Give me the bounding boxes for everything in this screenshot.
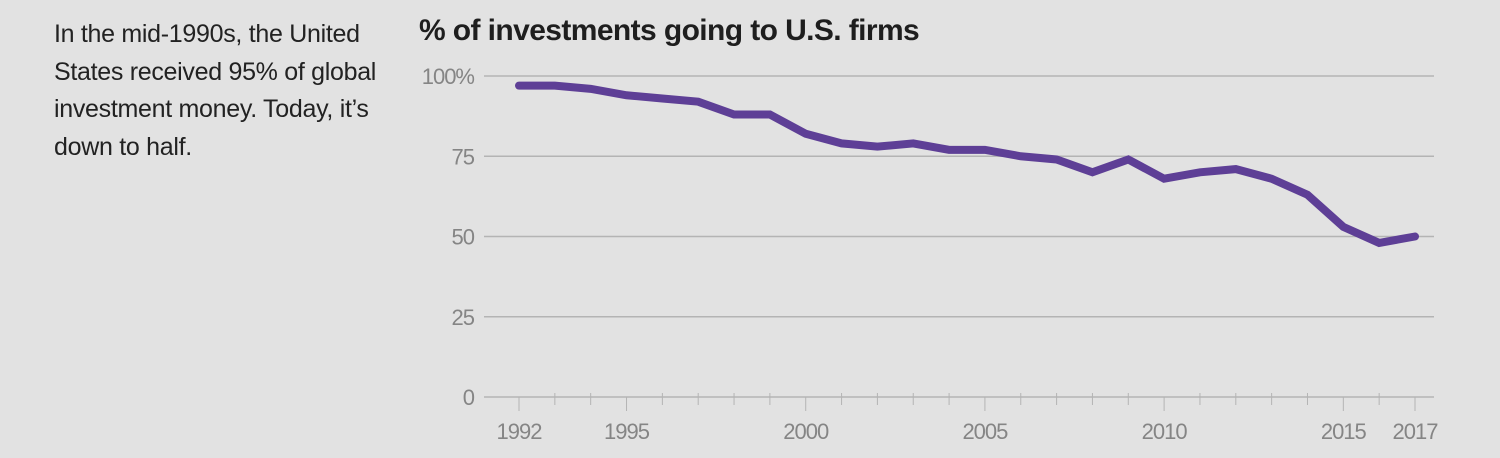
x-tick-label: 2010 [1142, 419, 1188, 444]
data-point-1998 [730, 111, 738, 119]
chart-title: % of investments going to U.S. firms [419, 14, 920, 47]
data-point-2000 [802, 130, 810, 138]
data-point-2008 [1088, 168, 1096, 176]
x-tick-label: 2015 [1321, 419, 1367, 444]
data-point-2012 [1232, 165, 1240, 173]
x-tick-label: 1992 [497, 419, 543, 444]
data-point-2003 [909, 139, 917, 147]
gridlines [484, 75, 1434, 398]
x-axis: 1992 1995 2000 2005 2010 2015 2017 [497, 393, 1439, 444]
data-point-1999 [766, 111, 774, 119]
data-point-1993 [551, 82, 559, 90]
data-point-2016 [1375, 239, 1383, 247]
x-tick-label: 1995 [604, 419, 650, 444]
y-tick-label: 50 [452, 225, 475, 250]
y-tick-label: 0 [463, 385, 475, 410]
data-point-2014 [1303, 191, 1311, 199]
data-point-1995 [623, 91, 631, 99]
y-tick-label: 100% [422, 64, 475, 89]
data-point-1992 [515, 82, 523, 90]
data-point-2002 [873, 143, 881, 151]
data-point-2001 [838, 139, 846, 147]
data-point-2015 [1339, 223, 1347, 231]
x-tick-label: 2000 [783, 419, 829, 444]
data-point-2004 [945, 146, 953, 154]
data-point-2009 [1124, 155, 1132, 163]
data-point-2017 [1411, 233, 1419, 241]
data-point-2013 [1268, 175, 1276, 183]
series-layer [515, 81, 1419, 248]
data-point-1996 [658, 94, 666, 102]
x-tick-label: 2005 [962, 419, 1008, 444]
y-tick-label: 25 [452, 305, 475, 330]
data-point-2006 [1017, 152, 1025, 160]
data-point-1997 [694, 98, 702, 106]
caption-text: In the mid-1990s, the United States rece… [54, 20, 377, 161]
data-point-2007 [1053, 155, 1061, 163]
x-tick-label: 2017 [1393, 419, 1439, 444]
data-point-2005 [981, 146, 989, 154]
data-point-2010 [1160, 175, 1168, 183]
y-axis-labels: 100% 75 50 25 0 [422, 64, 476, 410]
y-tick-label: 75 [452, 144, 475, 169]
data-point-1994 [587, 85, 595, 93]
series-line [515, 81, 1419, 248]
data-point-2011 [1196, 168, 1204, 176]
